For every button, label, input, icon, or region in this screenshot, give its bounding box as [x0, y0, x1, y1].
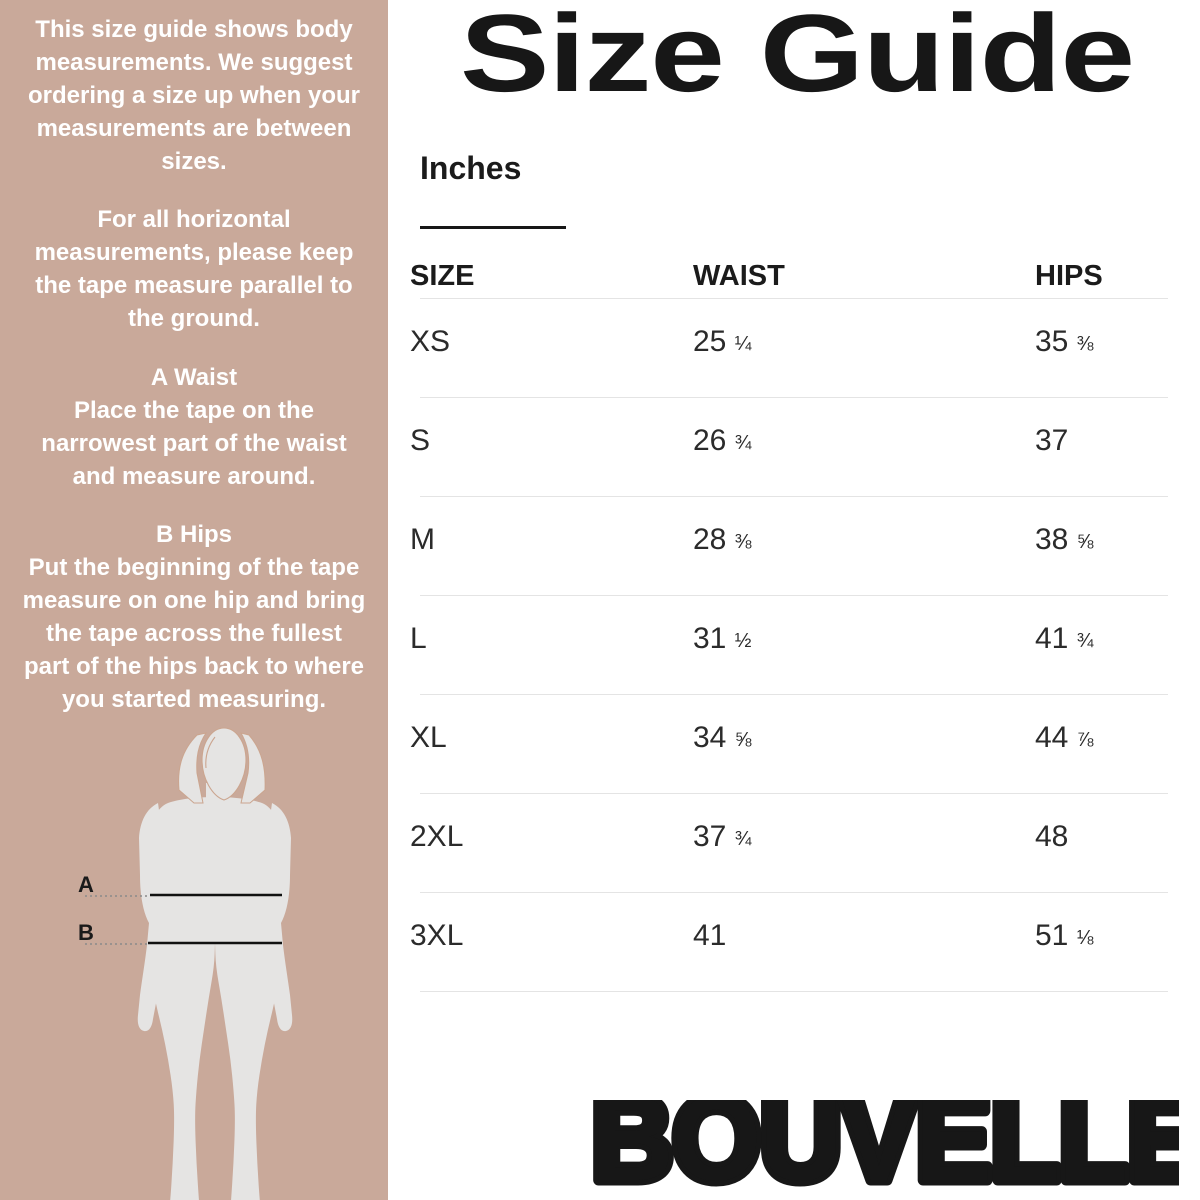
svg-text:A: A	[78, 872, 94, 897]
svg-text:B: B	[78, 920, 94, 945]
svg-text:BOUVELLE: BOUVELLE	[591, 1100, 1179, 1192]
